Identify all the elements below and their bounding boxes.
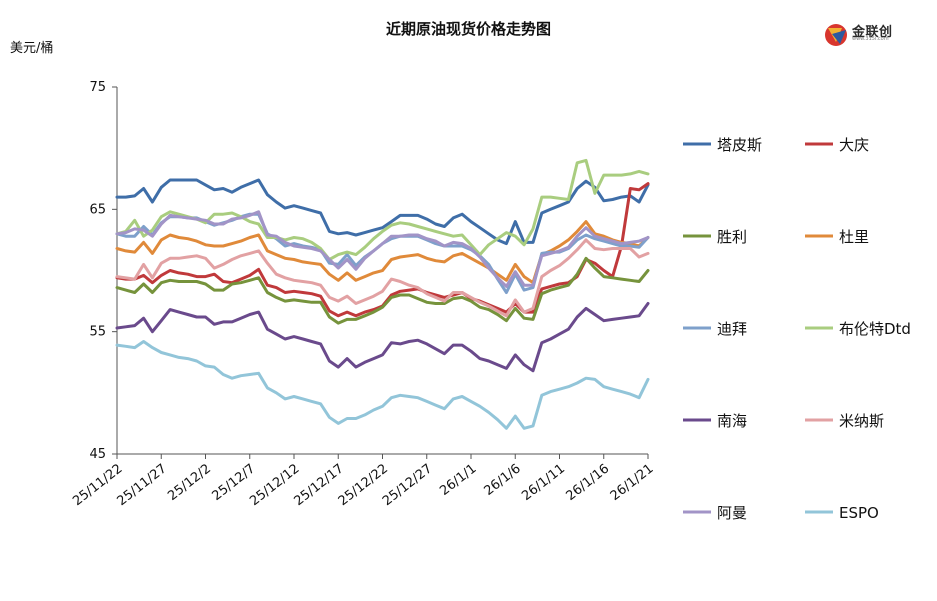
x-tick-label: 25/12/27: [380, 461, 435, 509]
x-tick-label: 25/12/2: [165, 461, 214, 504]
legend-label: 杜里: [839, 228, 869, 246]
legend-label: 米纳斯: [839, 412, 884, 430]
series-line-10: [115, 340, 650, 430]
legend-label: 迪拜: [717, 320, 747, 338]
y-tick-label: 65: [89, 202, 106, 217]
x-tick-label: 26/1/1: [437, 461, 479, 499]
logo-icon: [825, 24, 847, 46]
series-line-7: [115, 302, 650, 373]
x-tick-label: 26/1/6: [482, 461, 524, 499]
chart-title: 近期原油现货价格走势图: [385, 20, 551, 38]
series-line-8: [115, 238, 650, 318]
series-line-4: [115, 220, 650, 285]
x-tick-label: 25/11/27: [114, 461, 169, 509]
legend-label: 塔皮斯: [717, 136, 762, 154]
logo-text: 金联创: [852, 25, 893, 40]
y-tick-label: 75: [89, 80, 106, 95]
series-line-1: [115, 178, 650, 246]
legend-label: 大庆: [839, 136, 869, 154]
series-line-6: [115, 158, 650, 261]
y-tick-label: 55: [89, 325, 106, 340]
logo-subtext: www.315i.com: [852, 36, 889, 42]
legend-label: 布伦特Dtd: [839, 320, 911, 338]
legend-label: 胜利: [717, 228, 747, 246]
y-tick-label: 45: [89, 447, 106, 462]
series-line-9: [115, 210, 650, 288]
legend-label: 南海: [717, 412, 747, 430]
series-line-3: [115, 256, 650, 325]
legend-label: 阿曼: [717, 504, 747, 522]
legend-label: ESPO: [839, 504, 879, 522]
x-tick-label: 26/1/16: [563, 461, 612, 504]
y-axis-unit-label: 美元/桶: [10, 41, 54, 56]
x-tick-label: 26/1/21: [608, 461, 657, 504]
x-tick-label: 26/1/11: [519, 461, 568, 504]
